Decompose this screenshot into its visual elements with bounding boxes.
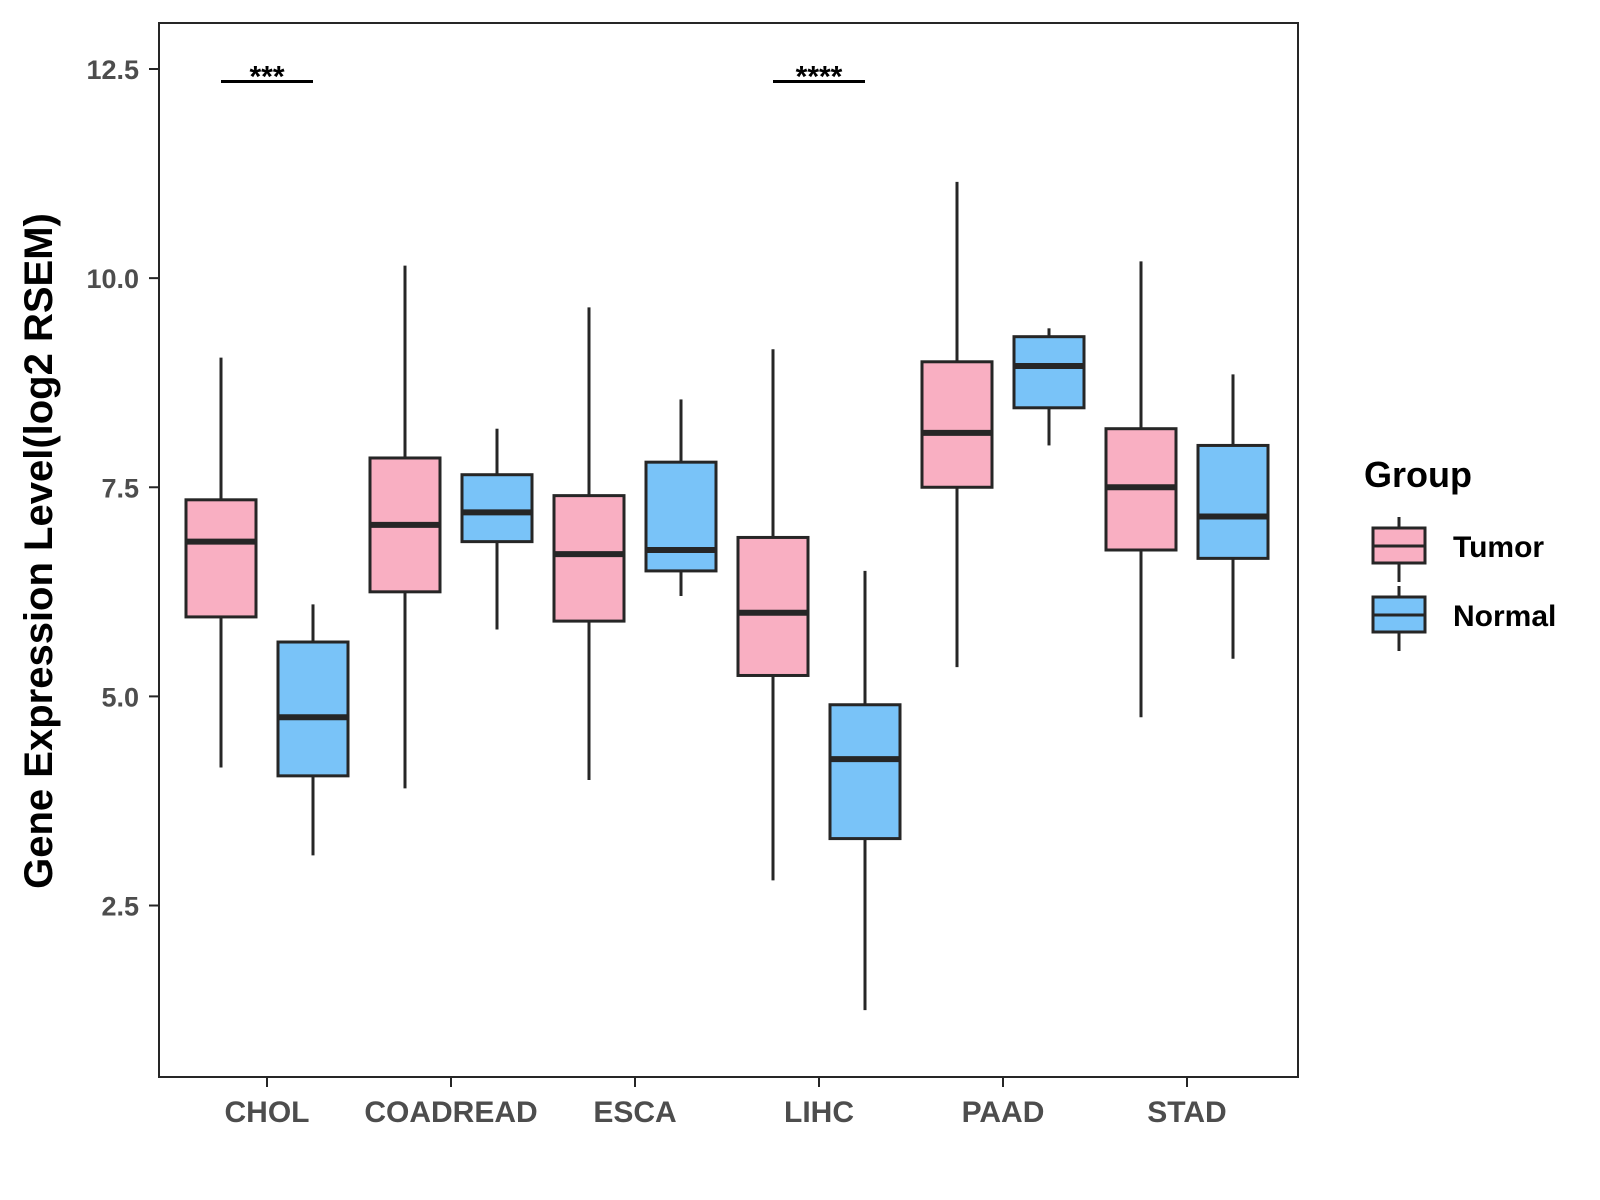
- legend-label-normal: Normal: [1453, 600, 1556, 633]
- y-tick-label: 12.5: [86, 55, 139, 85]
- y-tick-label: 5.0: [101, 682, 139, 712]
- significance-label: ****: [796, 61, 843, 94]
- y-tick-label: 10.0: [86, 264, 139, 294]
- legend-label-tumor: Tumor: [1453, 531, 1544, 564]
- legend-title: Group: [1364, 454, 1472, 495]
- box-iqr: [1196, 443, 1270, 560]
- boxes-layer: [184, 181, 1270, 1011]
- legend-item-normal: Normal: [1371, 586, 1556, 651]
- x-tick-label-esca: ESCA: [593, 1096, 676, 1129]
- significance-annotations: *** ****: [221, 61, 865, 94]
- y-tick-label: 2.5: [101, 892, 139, 922]
- y-axis-title: Gene Expression Level(log2 RSEM): [17, 213, 61, 889]
- box-normal-chol: [276, 604, 350, 856]
- box-iqr: [552, 494, 626, 623]
- significance-chol: ***: [221, 61, 313, 94]
- box-normal-stad: [1196, 374, 1270, 659]
- box-normal-esca: [644, 399, 718, 597]
- box-tumor-esca: [552, 307, 626, 781]
- box-iqr: [736, 535, 810, 677]
- box-iqr: [1012, 335, 1086, 410]
- x-axis: CHOL COADREAD ESCA LIHC PAAD STAD: [225, 1077, 1227, 1129]
- significance-label: ***: [249, 61, 284, 94]
- box-tumor-lihc: [736, 349, 810, 881]
- x-tick-label-stad: STAD: [1147, 1096, 1226, 1129]
- box-tumor-stad: [1104, 261, 1178, 718]
- box-tumor-paad: [920, 181, 994, 668]
- y-tick-label: 7.5: [101, 473, 139, 503]
- x-tick-label-chol: CHOL: [225, 1096, 310, 1129]
- significance-lihc: ****: [773, 61, 865, 94]
- legend: Group Tumor Normal: [1364, 454, 1556, 651]
- box-iqr: [276, 640, 350, 778]
- box-normal-lihc: [828, 570, 902, 1011]
- box-iqr: [184, 498, 258, 619]
- legend-item-tumor: Tumor: [1371, 517, 1544, 582]
- x-tick-label-coadread: COADREAD: [364, 1096, 537, 1129]
- box-iqr: [828, 703, 902, 841]
- box-iqr: [920, 360, 994, 489]
- x-tick-label-lihc: LIHC: [784, 1096, 854, 1129]
- box-iqr: [644, 460, 718, 573]
- box-normal-paad: [1012, 328, 1086, 446]
- box-normal-coadread: [460, 428, 534, 630]
- box-iqr: [460, 473, 534, 544]
- box-tumor-chol: [184, 357, 258, 768]
- x-tick-label-paad: PAAD: [962, 1096, 1045, 1129]
- box-tumor-coadread: [368, 265, 442, 789]
- y-axis: 2.5 5.0 7.5 10.0 12.5: [86, 55, 159, 922]
